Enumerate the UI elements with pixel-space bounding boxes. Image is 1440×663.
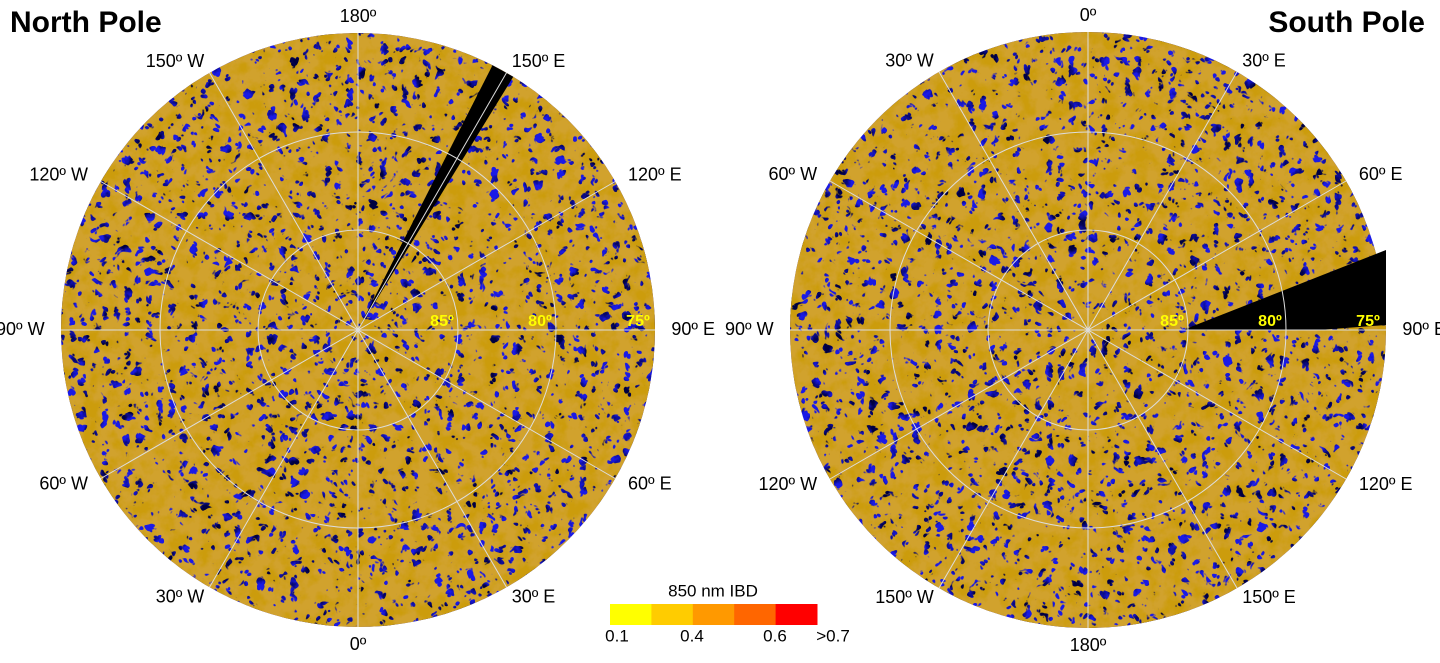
longitude-label: 60º W [39,473,88,493]
longitude-label: 150º W [146,51,205,71]
longitude-label: 120º E [1359,474,1413,494]
colorbar-swatch [610,604,652,625]
longitude-label: 180º [340,6,377,26]
colorbar-label: 0.6 [763,626,787,645]
latitude-label: 75º [1356,313,1380,330]
longitude-label: 90º E [1402,319,1440,339]
no-data [358,65,514,330]
longitude-label: 90º E [671,319,715,339]
longitude-label: 120º W [759,474,818,494]
longitude-label: 30º E [1242,50,1286,70]
map-title: South Pole [1268,6,1425,39]
longitude-label: 60º E [628,473,672,493]
longitude-label: 150º W [875,587,934,607]
latitude-label: 85º [1160,313,1184,330]
meridian [209,72,507,588]
longitude-label: 90º W [725,319,774,339]
colorbar-swatch [775,604,818,625]
latitude-label: 80º [528,313,552,330]
latitude-label: 85º [430,313,454,330]
no-data [1183,250,1386,330]
latitude-label: 80º [1258,313,1282,330]
longitude-label: 60º W [769,164,818,184]
colorbar-swatch [734,604,777,625]
longitude-label: 120º W [29,164,88,184]
colorbar-label: >0.7 [816,626,850,645]
colorbar-label: 0.1 [605,626,629,645]
latitude-label: 75º [626,313,650,330]
longitude-label: 0º [1080,5,1097,25]
polar-map: 0º 30º E 60º E 90º E 120º E 150º E 180º 150º W 1… [725,5,1440,655]
longitude-label: 150º E [512,51,566,71]
longitude-label: 150º E [1242,587,1296,607]
longitude-label: 180º [1070,635,1107,655]
colorbar-swatch [692,604,735,625]
longitude-label: 120º E [628,164,682,184]
longitude-label: 0º [350,634,367,654]
meridian [938,71,1238,589]
colorbar-swatch [651,604,694,625]
polar-map: 180º 150º E 120º E 90º E 60º E 30º E 0º 30º W 60… [0,6,715,654]
longitude-label: 60º E [1359,164,1403,184]
colorbar-label: 0.4 [680,626,704,645]
map-title: North Pole [10,6,162,39]
longitude-label: 90º W [0,319,45,339]
longitude-label: 30º W [885,50,934,70]
colorbar-title: 850 nm IBD [668,581,758,600]
longitude-label: 30º E [512,586,556,606]
longitude-label: 30º W [156,586,205,606]
